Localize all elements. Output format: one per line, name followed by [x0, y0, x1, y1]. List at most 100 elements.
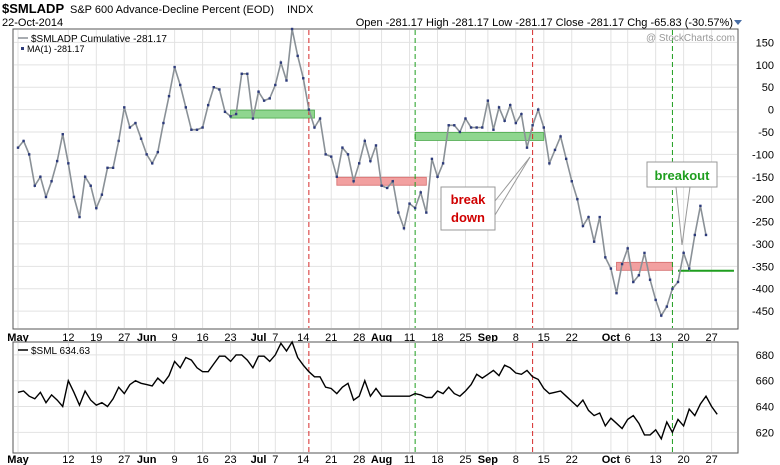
data-point — [481, 126, 484, 129]
x-tick-label: 22 — [566, 454, 578, 465]
y-tick-label: -150 — [752, 172, 774, 184]
x-tick-label: 22 — [566, 332, 578, 344]
x-tick-label: 14 — [297, 454, 309, 465]
legend-dot-swatch — [21, 47, 24, 50]
x-tick-label: 9 — [172, 454, 178, 465]
data-point — [581, 224, 585, 228]
data-point — [218, 88, 221, 91]
data-point — [374, 144, 378, 147]
x-tick-label: 27 — [705, 332, 717, 344]
data-point — [632, 280, 635, 284]
y-tick-label: 660 — [756, 376, 774, 388]
data-point — [324, 153, 327, 156]
data-point — [492, 128, 495, 131]
data-point — [419, 191, 422, 194]
data-point — [559, 135, 562, 138]
data-point — [151, 162, 154, 165]
x-tick-label: 12 — [62, 454, 74, 465]
sml-panel-y-axis: 680 660 640 620 — [756, 350, 774, 439]
data-point — [139, 137, 143, 140]
data-point — [503, 119, 506, 122]
x-tick-label: 28 — [353, 332, 365, 344]
x-tick-label: 15 — [538, 454, 550, 465]
green-level-box — [230, 109, 315, 119]
data-point — [531, 124, 534, 127]
data-point — [167, 94, 171, 98]
exchange-label: INDX — [287, 4, 314, 16]
breakout-callout: breakout — [646, 161, 718, 246]
data-point — [408, 202, 411, 205]
data-point — [78, 215, 81, 219]
data-point — [268, 97, 271, 100]
data-point — [693, 233, 697, 237]
data-point — [464, 117, 467, 120]
x-tick-label: Aug — [371, 332, 392, 344]
data-point — [39, 175, 42, 178]
data-point — [201, 126, 204, 129]
data-point — [587, 215, 590, 219]
data-point — [335, 175, 339, 178]
y-tick-label: -400 — [752, 284, 774, 296]
x-tick-label: 18 — [431, 332, 443, 344]
y-tick-label: 620 — [756, 427, 774, 439]
breakdown-pointer-2 — [494, 156, 531, 216]
x-tick-label: Jul — [251, 454, 267, 465]
data-point — [385, 186, 389, 190]
x-tick-label: 18 — [431, 454, 443, 465]
data-point — [190, 128, 193, 131]
sml-line — [17, 340, 718, 441]
data-point — [576, 197, 579, 201]
x-tick-label: 21 — [325, 332, 337, 344]
data-point — [184, 106, 188, 109]
x-tick-label: 15 — [538, 332, 550, 344]
data-point — [50, 180, 53, 183]
data-point — [346, 153, 350, 156]
data-point — [626, 247, 629, 250]
x-tick-label: 11 — [404, 332, 415, 344]
data-point — [33, 184, 36, 187]
x-tick-label: 19 — [90, 454, 102, 465]
data-point — [330, 155, 333, 158]
x-tick-label: Jun — [137, 454, 157, 465]
x-tick-label: 20 — [678, 332, 690, 344]
data-point — [665, 305, 669, 308]
x-tick-label: 23 — [224, 332, 236, 344]
x-tick-label: Aug — [371, 454, 392, 465]
x-tick-label: 14 — [297, 332, 309, 344]
data-point — [620, 262, 624, 266]
y-tick-label: 640 — [756, 402, 774, 414]
data-point — [128, 126, 132, 129]
data-point — [486, 99, 490, 102]
data-point — [380, 184, 383, 187]
y-tick-label: 150 — [756, 37, 774, 49]
y-tick-label: 0 — [768, 105, 774, 117]
watermark: @ StockCharts.com — [646, 33, 735, 44]
data-point — [162, 121, 165, 125]
x-tick-label: Sep — [478, 332, 498, 344]
data-point — [313, 126, 316, 129]
data-point — [223, 110, 227, 114]
data-point — [548, 162, 551, 165]
x-tick-label: Jun — [137, 332, 157, 344]
breakout-box — [646, 161, 718, 188]
data-point — [592, 240, 596, 243]
x-tick-label: 27 — [705, 454, 717, 465]
data-point — [27, 153, 31, 156]
x-tick-label: 16 — [196, 332, 208, 344]
x-tick-label: Oct — [602, 332, 621, 344]
data-point — [83, 175, 87, 178]
data-point — [615, 291, 618, 295]
x-tick-label: 6 — [625, 454, 631, 465]
sml-panel-frame — [12, 341, 739, 454]
breakout-pointer-1 — [675, 186, 683, 246]
x-tick-label: 25 — [459, 332, 471, 344]
symbol-title: $SMLADP — [2, 1, 64, 16]
x-tick-label: 13 — [650, 454, 662, 465]
data-point — [16, 146, 20, 149]
data-point — [67, 162, 70, 165]
y-tick-label: -200 — [752, 194, 774, 206]
dropdown-icon[interactable] — [734, 20, 742, 25]
breakdown-pointer-1 — [494, 156, 531, 202]
sml-panel-x-axis: May 12 19 27 Jun 9 16 23 Jul 7 14 21 28 Aug 11 18 25 Sep 8… — [7, 454, 717, 465]
